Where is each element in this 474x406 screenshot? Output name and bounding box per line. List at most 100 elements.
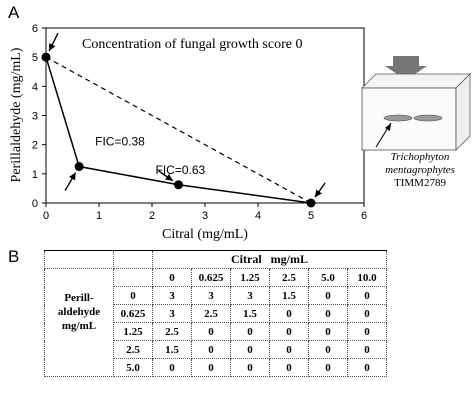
inset-arrow-stem [393, 56, 419, 66]
table-cell: 1.5 [152, 340, 192, 359]
table-cell: 0 [308, 286, 348, 305]
y-tick-label: 5 [32, 52, 38, 64]
table-blank-cell [113, 268, 153, 287]
column-header: 10.0 [347, 268, 387, 287]
table-cell: 0 [152, 358, 192, 377]
column-header: 2.5 [269, 268, 309, 287]
inset-arrow-head [385, 66, 427, 80]
inset-box-lid [361, 73, 471, 89]
row-header: 0 [113, 286, 153, 305]
data-point [41, 52, 51, 62]
x-tick-label: 5 [308, 210, 314, 222]
table-cell: 0 [230, 322, 270, 341]
table-cell: 0 [347, 304, 387, 323]
chart: Concentration of fungal growth score 0 0… [9, 23, 367, 242]
x-tick-label: 4 [255, 210, 261, 222]
arrow-head [315, 189, 322, 198]
perillaldehyde-label-3: mg/mL [61, 320, 97, 332]
arrow-head [69, 172, 76, 181]
y-tick-label: 1 [32, 169, 38, 181]
citral-group-header: Citral mg/mL [152, 250, 387, 269]
table-cell: 0 [347, 322, 387, 341]
table-cell: 0 [269, 358, 309, 377]
perillaldehyde-group-header: Perill- aldehyde mg/mL [44, 268, 114, 377]
table-cell: 0 [191, 322, 231, 341]
table-row: 2.5 1.5 0 0 0 0 0 [45, 340, 387, 359]
table-cell: 0 [308, 322, 348, 341]
table-corner-cell-2 [113, 250, 153, 269]
arrow-head [165, 173, 173, 181]
table-cell: 0 [347, 358, 387, 377]
column-header: 0 [152, 268, 192, 287]
table-cell: 0 [269, 322, 309, 341]
perillaldehyde-label-2: aldehyde [57, 306, 101, 318]
row-header: 0.625 [113, 304, 153, 323]
table-cell: 1.5 [269, 286, 309, 305]
x-tick-label: 3 [202, 210, 208, 222]
table-cell: 3 [191, 286, 231, 305]
chart-title: Concentration of fungal growth score 0 [82, 37, 302, 52]
fic-annotation: FIC=0.63 [156, 163, 206, 177]
x-axis-label: Citral (mg/mL) [162, 227, 248, 242]
panel-label-b: B [8, 247, 19, 266]
table-cell: 0 [230, 340, 270, 359]
y-tick-label: 2 [32, 140, 38, 152]
row-header: 5.0 [113, 358, 153, 377]
arrow-head [49, 43, 56, 51]
data-point [174, 180, 183, 190]
inset-dish-right [413, 114, 443, 122]
data-points [41, 52, 316, 208]
arrows [48, 32, 326, 198]
y-ticks: 0 1 2 3 4 5 6 [32, 23, 46, 210]
y-axis-label: Perillaldehyde (mg/mL) [9, 47, 24, 182]
x-tick-label: 1 [96, 210, 102, 222]
fic-annotation: FIC=0.38 [95, 135, 145, 149]
table-cell: 0 [191, 340, 231, 359]
y-tick-label: 3 [32, 111, 38, 123]
table-row: 5.0 0 0 0 0 0 0 [45, 358, 387, 377]
inset-pointer-head [385, 123, 391, 131]
y-tick-label: 0 [32, 198, 38, 210]
table-cell: 0 [308, 304, 348, 323]
table-cell: 3 [152, 304, 192, 323]
series-line [45, 56, 312, 204]
table-cell: 0 [347, 286, 387, 305]
inset-organism-line2: mentagrophytes [385, 164, 455, 176]
table-cell: 0 [230, 358, 270, 377]
x-ticks: 0 1 2 3 4 5 6 [43, 203, 367, 222]
table-group-header-row: Citral mg/mL [44, 250, 387, 269]
table-column-header-row: Perill- aldehyde mg/mL 0 0.625 1.25 2.5 … [44, 268, 387, 377]
inset-dish-left [383, 114, 413, 122]
row-header: 2.5 [113, 340, 153, 359]
inset-strain: TIMM2789 [394, 177, 446, 189]
reference-line [45, 56, 312, 204]
inset-illustration: Trichophyton mentagrophytes TIMM2789 [361, 56, 471, 189]
growth-score-table: Citral mg/mL Perill- aldehyde mg/mL 0 0.… [44, 250, 387, 377]
column-header: 0.625 [191, 268, 231, 287]
perillaldehyde-label-1: Perill- [64, 292, 94, 304]
column-header: 1.25 [230, 268, 270, 287]
x-tick-label: 6 [361, 210, 367, 222]
annotations: FIC=0.38 FIC=0.63 [95, 135, 205, 177]
table-cell: 0 [191, 358, 231, 377]
table-cell: 1.5 [230, 304, 270, 323]
inset-organism-line1: Trichophyton [391, 151, 450, 163]
table-cell: 2.5 [152, 322, 192, 341]
table-cell: 3 [152, 286, 192, 305]
data-point [74, 162, 84, 172]
table-cell: 2.5 [191, 304, 231, 323]
data-point [306, 198, 316, 208]
table-cell: 0 [269, 340, 309, 359]
inset-box-side [455, 73, 471, 151]
row-header: 1.25 [113, 322, 153, 341]
table-cell: 0 [308, 358, 348, 377]
table-corner-cell [44, 250, 114, 269]
x-tick-label: 2 [149, 210, 155, 222]
column-header: 5.0 [308, 268, 348, 287]
table-row: 0.625 3 2.5 1.5 0 0 0 [45, 304, 387, 323]
x-tick-label: 0 [43, 210, 49, 222]
table-cell: 0 [269, 304, 309, 323]
panel-label-a: A [8, 3, 20, 22]
table-cell: 0 [308, 340, 348, 359]
